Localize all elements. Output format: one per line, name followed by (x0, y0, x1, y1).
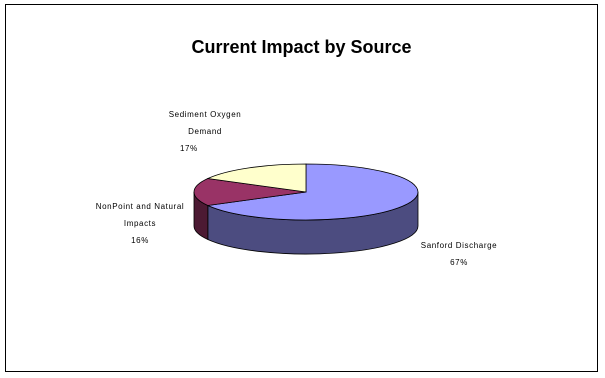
chart-title: Current Impact by Source (191, 37, 412, 57)
pie-slice (206, 163, 307, 193)
pie-slice (206, 163, 419, 221)
slice-label-sanford-discharge: Sanford Discharge 67% (404, 237, 514, 271)
slice-percent: 16% (131, 236, 149, 245)
slice-name-line: Impacts (123, 219, 157, 228)
slice-percent: 17% (180, 144, 198, 153)
slice-name-line: NonPoint and Natural (95, 202, 185, 211)
slice-name-line: Sanford Discharge (420, 241, 498, 250)
slice-label-nonpoint-and-natural-impacts: NonPoint and Natural Impacts 16% (80, 198, 200, 249)
slice-name-line: Sediment Oxygen (168, 110, 242, 119)
pie-slice (193, 178, 307, 206)
slice-name-line: Demand (188, 127, 222, 136)
slice-label-sediment-oxygen-demand: Sediment Oxygen Demand 17% (150, 106, 260, 157)
slice-percent: 67% (450, 258, 468, 267)
